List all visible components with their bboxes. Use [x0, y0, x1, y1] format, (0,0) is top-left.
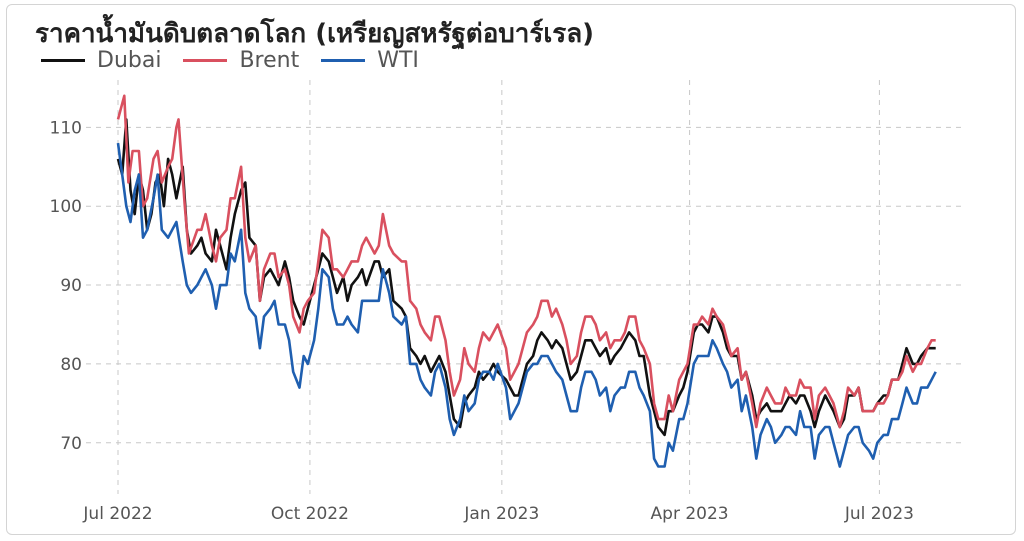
x-tick-label: Oct 2022: [271, 504, 349, 524]
legend-swatch-wti: [321, 59, 366, 62]
chart-card: ราคาน้ำมันดิบตลาดโลก (เหรียญสหรัฐต่อบาร์…: [6, 4, 1016, 535]
x-tick-label: Apr 2023: [651, 504, 729, 524]
y-tick-label: 80: [60, 355, 82, 375]
series-line-wti: [116, 142, 937, 468]
series-line-brent: [116, 94, 936, 429]
legend-swatch-brent: [183, 59, 228, 62]
legend-item-dubai: Dubai: [41, 48, 161, 73]
x-tick-label: Jul 2023: [844, 504, 914, 524]
y-tick-label: 70: [60, 434, 82, 454]
legend-label-wti: WTI: [377, 48, 419, 73]
chart-title: ราคาน้ำมันดิบตลาดโลก (เหรียญสหรัฐต่อบาร์…: [35, 19, 595, 49]
y-tick-label: 100: [50, 197, 82, 217]
y-tick-label: 110: [50, 118, 82, 138]
legend-item-wti: WTI: [321, 48, 419, 73]
legend-item-brent: Brent: [183, 48, 299, 73]
legend: Dubai Brent WTI: [41, 48, 441, 73]
legend-label-brent: Brent: [239, 48, 300, 73]
legend-label-dubai: Dubai: [97, 48, 162, 73]
legend-swatch-dubai: [41, 59, 85, 62]
x-tick-label: Jan 2023: [463, 504, 539, 524]
series-line-dubai: [116, 118, 936, 437]
x-tick-label: Jul 2022: [82, 504, 152, 524]
y-tick-label: 90: [60, 276, 82, 296]
